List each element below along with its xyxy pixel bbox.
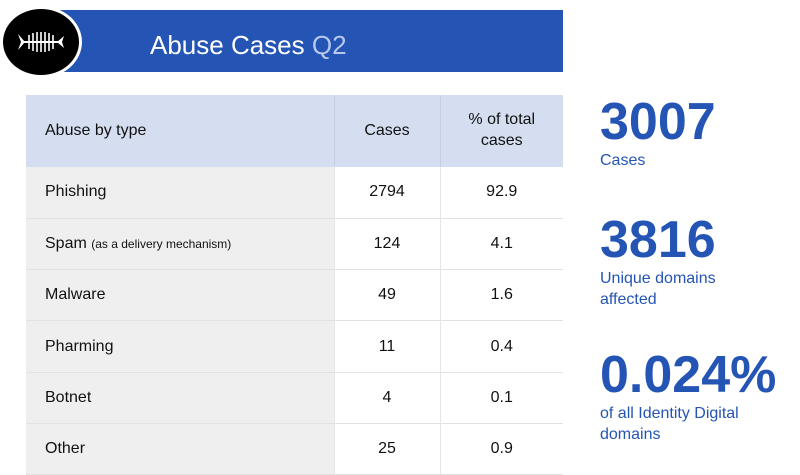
column-header-percent-text: % of total cases [468, 111, 536, 149]
column-header-cases: Cases [333, 95, 441, 167]
type-note: (as a delivery mechanism) [91, 236, 232, 251]
type-label: Other [45, 440, 86, 458]
table-row: Botnet 4 0.1 [26, 372, 563, 424]
cell-percent: 92.9 [440, 167, 563, 219]
cell-percent: 0.4 [440, 320, 563, 373]
abuse-table: Abuse by type Cases % of total cases Phi… [26, 95, 563, 475]
cell-type: Spam (as a delivery mechanism) [26, 218, 334, 271]
cell-type: Malware [26, 269, 334, 322]
stat-label: Unique domains affected [600, 270, 716, 308]
cell-cases: 4 [333, 372, 441, 424]
cell-cases: 11 [333, 320, 441, 373]
table-row: Other 25 0.9 [26, 423, 563, 475]
column-header-type: Abuse by type [45, 122, 147, 139]
stat-value: 3007 [600, 93, 716, 151]
cell-type: Botnet [26, 372, 334, 424]
cell-percent: 0.1 [440, 372, 563, 424]
cell-cases: 25 [333, 423, 441, 475]
title-quarter: Q2 [311, 30, 347, 60]
cell-cases: 49 [333, 269, 441, 322]
title-text: Abuse Cases [150, 30, 305, 60]
title-banner: Abuse Cases Q2 [42, 10, 563, 72]
type-label: Botnet [45, 388, 92, 406]
cell-percent: 4.1 [440, 218, 563, 271]
table-row: Phishing 2794 92.9 [26, 167, 563, 219]
stat-label: of all Identity Digital domains [600, 405, 739, 443]
table-row: Pharming 11 0.4 [26, 320, 563, 373]
type-label: Phishing [45, 183, 107, 201]
cell-cases: 2794 [333, 167, 441, 219]
stat-unique-domains: 3816 Unique domains affected [600, 214, 740, 311]
cell-type: Other [26, 423, 334, 475]
cell-percent: 0.9 [440, 423, 563, 475]
table-header-row: Abuse by type Cases % of total cases [26, 95, 563, 167]
table-row: Malware 49 1.6 [26, 269, 563, 322]
stat-value: 0.024% [600, 346, 777, 404]
cell-cases: 124 [333, 218, 441, 271]
stat-percent-domains: 0.024% of all Identity Digital domains [600, 349, 776, 446]
stat-label: Cases [600, 152, 646, 169]
column-header-percent: % of total cases [440, 95, 563, 167]
cell-percent: 1.6 [440, 269, 563, 322]
page-title: Abuse Cases Q2 [150, 32, 347, 58]
stat-value: 3816 [600, 211, 716, 269]
cell-type: Pharming [26, 320, 334, 373]
logo [0, 6, 82, 78]
type-label: Pharming [45, 337, 114, 355]
type-label: Spam [45, 234, 87, 252]
table-row: Spam (as a delivery mechanism) 124 4.1 [26, 218, 563, 271]
cell-type: Phishing [26, 167, 334, 219]
stat-cases: 3007 Cases [600, 96, 716, 172]
fish-skeleton-icon [18, 32, 64, 52]
type-label: Malware [45, 286, 106, 304]
